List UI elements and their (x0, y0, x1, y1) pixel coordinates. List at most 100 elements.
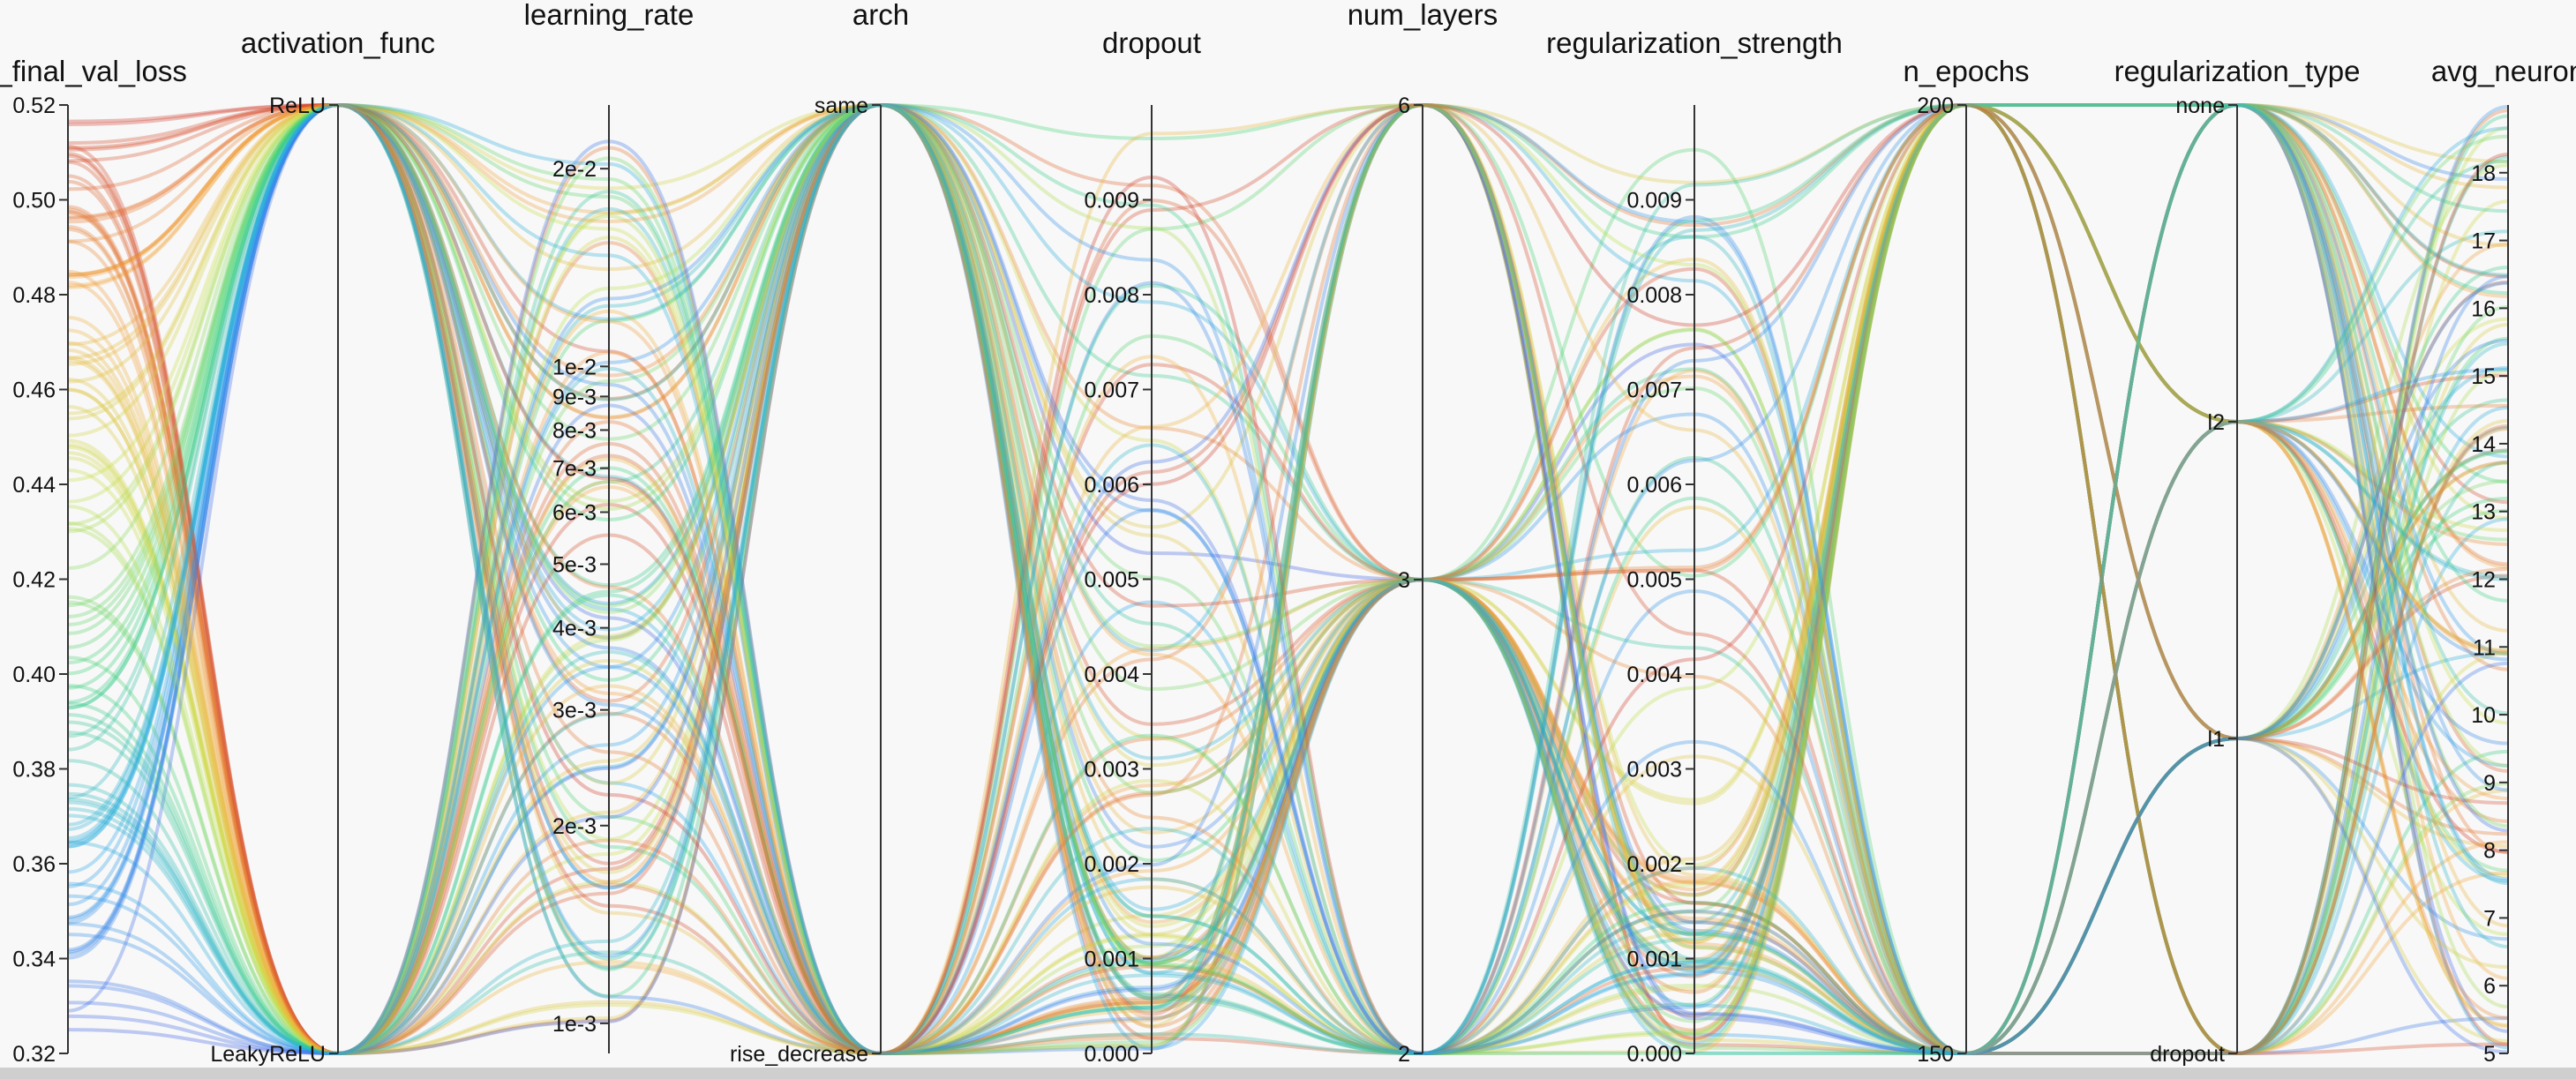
data-line (67, 102, 2509, 1056)
tick-label: 0.42 (12, 568, 56, 593)
tick-label: 0.34 (12, 948, 56, 972)
data-line (67, 102, 2509, 1056)
category-label: 200 (1917, 94, 1954, 118)
axis-dropout[interactable]: dropout 0.009 0.008 0.007 0.006 0.005 0.004 0.0… (1084, 26, 1201, 1067)
data-line (67, 102, 2509, 1056)
tick-label: 2e-2 (552, 157, 597, 182)
data-line (67, 102, 2509, 1056)
data-line (67, 102, 2509, 1056)
data-line (67, 102, 2509, 1056)
data-line (67, 102, 2509, 1056)
tick-label: 3e-3 (552, 699, 597, 723)
data-line (67, 102, 2509, 1056)
data-line (67, 102, 2509, 1056)
data-line (67, 102, 2509, 1056)
tick-label: 0.003 (1626, 758, 1682, 783)
data-line (67, 102, 2509, 1056)
tick-label: 0.44 (12, 473, 56, 498)
category-label: same (815, 94, 868, 118)
tick-label: 7e-3 (552, 457, 597, 482)
data-line (67, 102, 2509, 1056)
data-line (67, 102, 2509, 1056)
data-line (67, 102, 2509, 1056)
data-line (67, 102, 2509, 1056)
data-line (67, 102, 2509, 1056)
data-line (67, 102, 2509, 1056)
axis-title: avg_final_val_loss (0, 55, 187, 87)
axis-avg-neurons[interactable]: avg_neuron 18 17 16 15 14 13 12 11 10 9 8 7 6 5 (2431, 55, 2576, 1067)
data-line (67, 102, 2509, 1056)
data-line (67, 102, 2509, 1056)
tick-label: 5e-3 (552, 552, 597, 577)
data-line (67, 102, 2509, 1056)
tick-label: 0.006 (1084, 473, 1139, 498)
data-line (67, 102, 2509, 1056)
data-line (67, 102, 2509, 978)
data-line (67, 102, 2509, 1056)
data-line (67, 102, 2509, 1056)
horizontal-scrollbar[interactable] (0, 1068, 2576, 1079)
data-line (67, 102, 2509, 1056)
data-line (67, 102, 2509, 1056)
tick-label: 0.003 (1084, 758, 1139, 783)
data-line (67, 102, 2509, 1056)
axis-avg-final-val-loss[interactable]: avg_final_val_loss 0.52 0.50 0.48 0.46 0.44 0.… (0, 55, 187, 1067)
axis-title: arch (852, 0, 909, 31)
axis-learning-rate[interactable]: learning_rate 2e-2 1e-2 9e-3 8e-3 7e-3 6e-3 5e-… (524, 0, 695, 1053)
data-line (67, 102, 2509, 1056)
tick-label: 12 (2471, 568, 2496, 593)
data-line (67, 102, 2509, 1056)
axis-activation-func[interactable]: activation_func ReLU LeakyReLU (210, 26, 435, 1067)
data-line (67, 102, 2509, 1056)
data-line (67, 102, 2509, 1056)
data-line (67, 102, 2509, 1056)
data-line (67, 102, 2509, 1056)
data-line (67, 102, 2509, 1056)
data-line (67, 102, 2509, 1056)
data-line (67, 102, 2509, 1056)
data-line (67, 102, 2509, 1056)
data-line (67, 102, 2509, 1056)
data-line (67, 258, 2509, 1056)
tick-label: 0.32 (12, 1042, 56, 1067)
data-line (67, 102, 2509, 971)
category-label: LeakyReLU (210, 1042, 326, 1067)
data-line (67, 102, 2509, 1056)
data-line (67, 102, 2509, 1056)
data-line (67, 102, 2509, 1056)
data-line (67, 102, 2509, 1056)
axis-title: avg_neuron (2431, 55, 2576, 87)
tick-label: 0.46 (12, 378, 56, 403)
axis-n-epochs[interactable]: n_epochs 200 150 (1903, 55, 2029, 1067)
axis-arch[interactable]: arch same rise_decrease (730, 0, 909, 1067)
data-line (67, 102, 2509, 1023)
tick-label: 18 (2471, 161, 2496, 186)
data-line (67, 102, 2509, 1056)
tick-label: 15 (2471, 364, 2496, 389)
tick-label: 2e-3 (552, 814, 597, 839)
tick-label: 0.36 (12, 852, 56, 877)
data-line (67, 102, 2509, 1056)
axis-title: learning_rate (524, 0, 695, 31)
data-line (67, 102, 2509, 1056)
data-line (67, 102, 2509, 1056)
axis-num-layers[interactable]: num_layers 6 3 2 (1348, 0, 1498, 1067)
data-line (67, 102, 2509, 1056)
data-line (67, 102, 2509, 1056)
axis-title: activation_func (241, 26, 435, 59)
category-label: l1 (2208, 727, 2225, 752)
tick-label: 8 (2483, 839, 2496, 864)
tick-label: 6 (2483, 974, 2496, 999)
data-line (67, 102, 2509, 1056)
data-line (67, 102, 2509, 1056)
data-line (67, 102, 2509, 1056)
data-line (67, 102, 2509, 1056)
data-line (67, 102, 2509, 1056)
tick-label: 0.005 (1626, 568, 1682, 593)
axis-regularization-strength[interactable]: regularization_strength 0.009 0.008 0.007 0.… (1546, 26, 1843, 1067)
data-line (67, 102, 2509, 1056)
category-label: ReLU (269, 94, 326, 118)
data-line (67, 102, 2509, 1056)
data-line (67, 102, 2509, 1056)
